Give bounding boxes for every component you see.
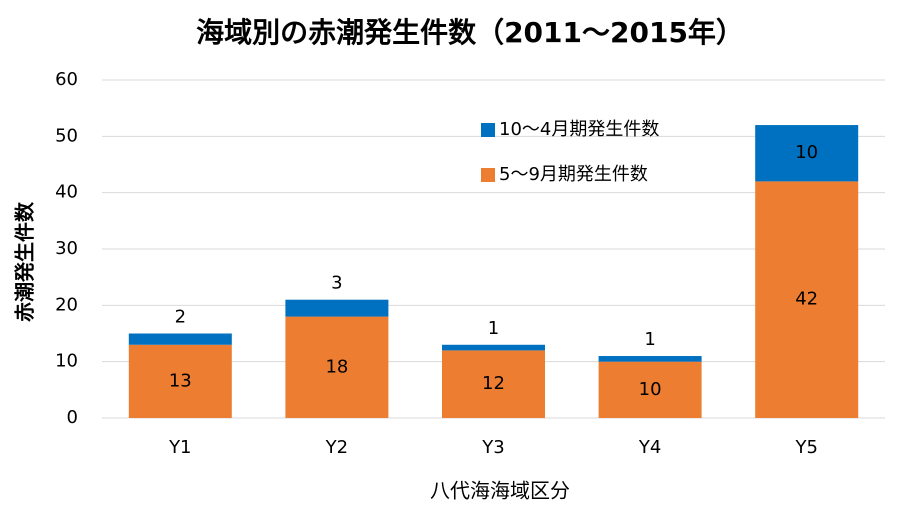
data-label: 3	[331, 273, 342, 294]
y-tick-label: 0	[67, 407, 78, 428]
data-label: 12	[482, 373, 505, 394]
data-label: 42	[795, 289, 818, 310]
x-tick-label: Y3	[481, 437, 504, 458]
legend-label: 10～4月期発生件数	[499, 119, 659, 140]
x-tick-label: Y4	[638, 437, 661, 458]
y-tick-label: 50	[55, 125, 78, 146]
bar-segment	[598, 361, 702, 418]
data-label: 1	[488, 318, 499, 339]
bar-segment	[128, 333, 232, 345]
x-tick-label: Y1	[168, 437, 191, 458]
y-tick-label: 40	[55, 182, 78, 203]
data-label: 1	[644, 329, 655, 350]
legend-label: 5～9月期発生件数	[499, 164, 648, 185]
y-tick-label: 60	[55, 69, 78, 90]
bar-segment	[755, 125, 859, 182]
x-tick-label: Y2	[325, 437, 348, 458]
data-label: 10	[639, 379, 662, 400]
x-axis-title: 八代海海域区分	[430, 479, 570, 503]
bar-segment	[128, 344, 232, 418]
y-tick-label: 30	[55, 238, 78, 259]
x-tick-label: Y5	[794, 437, 817, 458]
data-label: 10	[795, 142, 818, 163]
y-tick-label: 20	[55, 294, 78, 315]
bar-segment	[285, 299, 389, 317]
y-axis-title: 赤潮発生件数	[13, 201, 37, 322]
bar-segment	[285, 316, 389, 418]
legend-swatch	[481, 123, 495, 137]
bar-segment	[755, 181, 859, 418]
y-tick-label: 10	[55, 351, 78, 372]
bar-segment	[598, 356, 702, 362]
data-label: 2	[175, 307, 186, 328]
data-label: 18	[325, 356, 348, 377]
chart-title: 海域別の赤潮発生件数（2011～2015年）	[196, 16, 744, 49]
bar-segment	[442, 344, 545, 351]
data-label: 13	[169, 370, 192, 391]
bar-segment	[442, 350, 545, 418]
legend-swatch	[481, 168, 495, 182]
